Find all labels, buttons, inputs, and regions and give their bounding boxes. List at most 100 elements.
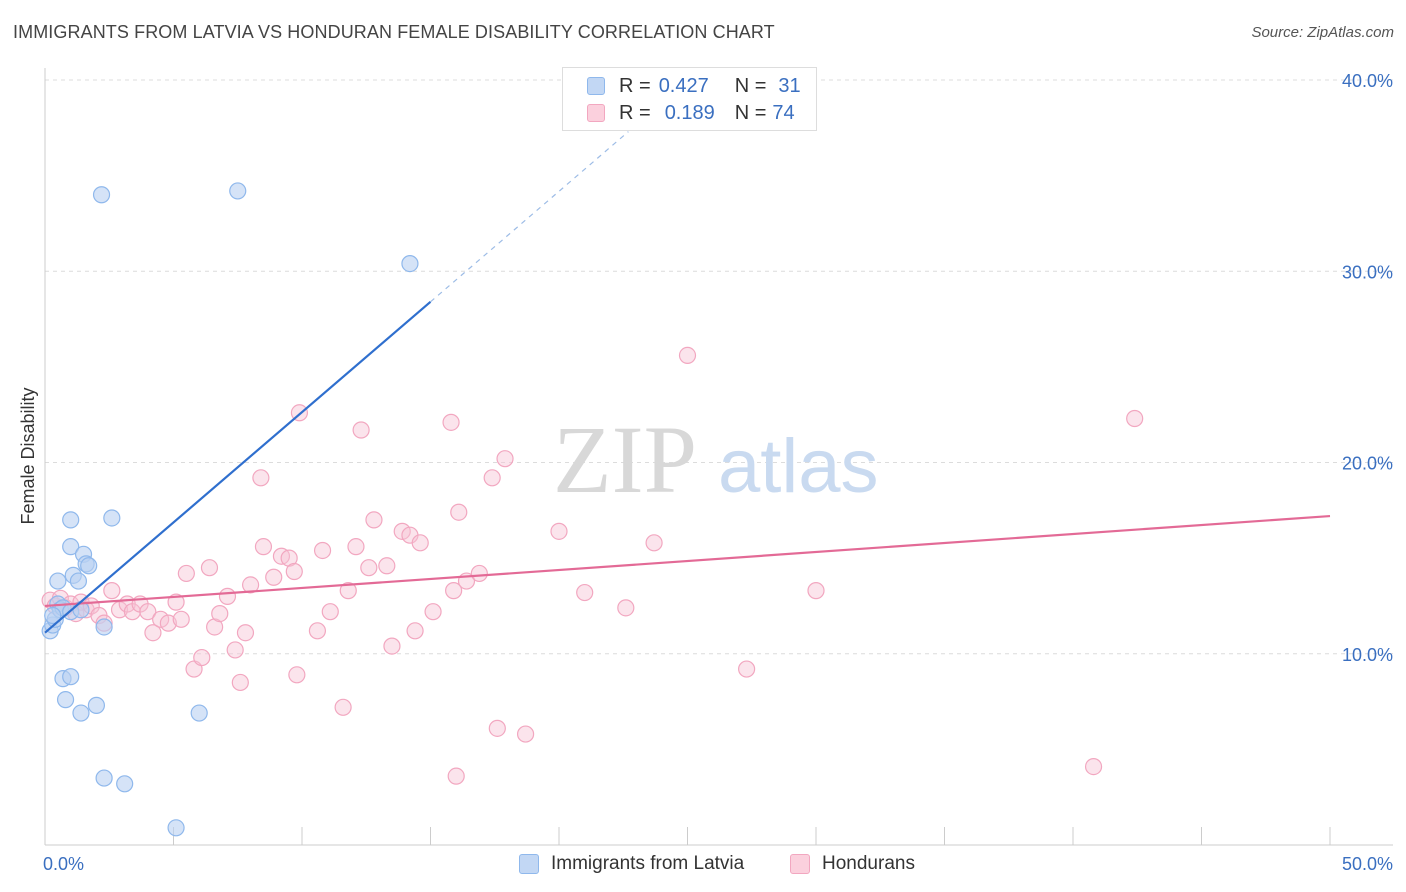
latvia-point xyxy=(87,696,106,714)
legend-swatch-honduran xyxy=(587,104,605,122)
legend-r-value-honduran: 0.189 xyxy=(664,101,715,124)
honduran-point xyxy=(738,660,756,678)
honduran-point xyxy=(411,534,429,552)
axis-layer: 10.0% 20.0% 30.0% 40.0% 0.0% 50.0% xyxy=(43,68,1393,874)
latvia-point xyxy=(116,775,134,793)
latvia-point xyxy=(167,819,185,837)
honduran-point xyxy=(211,604,229,623)
y-tick-label: 30.0% xyxy=(1342,262,1393,282)
legend-n-label: N = xyxy=(734,74,767,97)
honduran-point xyxy=(807,582,825,600)
x-tick-label: 0.0% xyxy=(43,854,84,874)
latvia-point xyxy=(95,618,113,636)
x-tick-label: 50.0% xyxy=(1342,854,1393,874)
honduran-point xyxy=(236,624,255,642)
honduran-point xyxy=(313,541,332,560)
latvia-point xyxy=(190,704,208,722)
honduran-point xyxy=(200,559,219,577)
source-credit: Source: ZipAtlas.com xyxy=(1251,24,1394,41)
honduran-point xyxy=(550,522,568,540)
latvia-point xyxy=(72,704,90,722)
honduran-point xyxy=(321,603,339,621)
legend-r-label: R = xyxy=(619,74,651,97)
series-legend-swatch-honduran xyxy=(790,854,810,874)
trend-layer xyxy=(44,131,1331,634)
honduran-point xyxy=(139,603,157,621)
honduran-point xyxy=(159,614,177,632)
honduran-point xyxy=(516,725,535,743)
honduran-point xyxy=(334,698,352,716)
honduran-point xyxy=(347,538,365,556)
honduran-point xyxy=(1126,409,1144,428)
legend-r-value-latvia: 0.427 xyxy=(658,74,709,97)
latvia-point xyxy=(62,668,80,686)
latvia-point xyxy=(56,691,75,709)
honduran-point xyxy=(288,666,306,684)
chart-title: IMMIGRANTS FROM LATVIA VS HONDURAN FEMAL… xyxy=(13,22,775,42)
watermark-zip: ZIP xyxy=(553,406,697,513)
latvia-point xyxy=(62,538,80,556)
latvia-point xyxy=(44,606,62,625)
watermark: ZIP atlas xyxy=(553,406,879,513)
latvia-point xyxy=(80,557,98,575)
latvia-trend-line xyxy=(44,301,432,634)
honduran-point xyxy=(393,522,411,540)
honduran-point xyxy=(308,622,327,640)
honduran-point xyxy=(193,648,211,667)
y-tick-label: 20.0% xyxy=(1342,454,1393,474)
honduran-point xyxy=(442,413,460,431)
honduran-point xyxy=(645,534,663,552)
honduran-point xyxy=(265,568,283,586)
latvia-point xyxy=(401,255,419,273)
honduran-point xyxy=(177,564,195,583)
legend-r-label: R = xyxy=(619,101,651,124)
legend-row-latvia: R = 0.427 N = 31 xyxy=(587,73,801,99)
series-legend-honduran: Hondurans xyxy=(790,852,915,876)
legend-n-value-latvia: 31 xyxy=(778,74,801,97)
latvia-point xyxy=(103,509,121,527)
series-legend-latvia: Immigrants from Latvia xyxy=(519,852,744,876)
honduran-trend-line xyxy=(44,514,1331,608)
legend-n-value-honduran: 74 xyxy=(772,101,795,124)
latvia-trend-extension xyxy=(430,131,629,303)
watermark-atlas: atlas xyxy=(718,424,879,509)
honduran-point xyxy=(488,719,506,737)
honduran-point xyxy=(352,421,370,439)
honduran-point xyxy=(144,624,162,642)
honduran-point xyxy=(447,767,465,785)
honduran-point xyxy=(470,564,488,583)
honduran-point xyxy=(152,610,170,628)
latvia-point xyxy=(49,572,67,590)
latvia-point xyxy=(92,186,111,204)
honduran-point xyxy=(424,603,442,621)
honduran-point xyxy=(617,599,635,617)
honduran-point xyxy=(285,562,303,581)
grid-layer xyxy=(45,79,1393,655)
honduran-point xyxy=(1084,757,1103,776)
y-axis-label: Female Disability xyxy=(18,387,38,524)
legend-row-honduran: R = 0.189 N = 74 xyxy=(587,100,795,126)
legend-n-label: N = xyxy=(734,101,767,124)
honduran-point xyxy=(576,583,594,602)
latvia-point xyxy=(229,182,247,200)
latvia-point xyxy=(62,511,80,529)
honduran-point xyxy=(483,469,501,487)
stats-legend: R = 0.427 N = 31 R = 0.189 N = 74 xyxy=(562,67,817,131)
series-legend-label-honduran: Hondurans xyxy=(822,853,915,874)
series-legend-swatch-latvia xyxy=(519,854,539,874)
honduran-point xyxy=(252,469,270,487)
honduran-point xyxy=(365,511,383,529)
honduran-point xyxy=(496,450,514,468)
series-legend-label-latvia: Immigrants from Latvia xyxy=(551,853,745,874)
honduran-point xyxy=(445,582,463,600)
legend-swatch-latvia xyxy=(587,77,605,95)
honduran-point xyxy=(242,576,260,594)
honduran-point xyxy=(378,557,396,575)
honduran-point xyxy=(218,587,237,605)
y-tick-label: 40.0% xyxy=(1342,71,1393,91)
latvia-point xyxy=(69,572,88,590)
honduran-point xyxy=(254,538,273,556)
honduran-point xyxy=(360,559,378,577)
honduran-point xyxy=(226,641,244,659)
